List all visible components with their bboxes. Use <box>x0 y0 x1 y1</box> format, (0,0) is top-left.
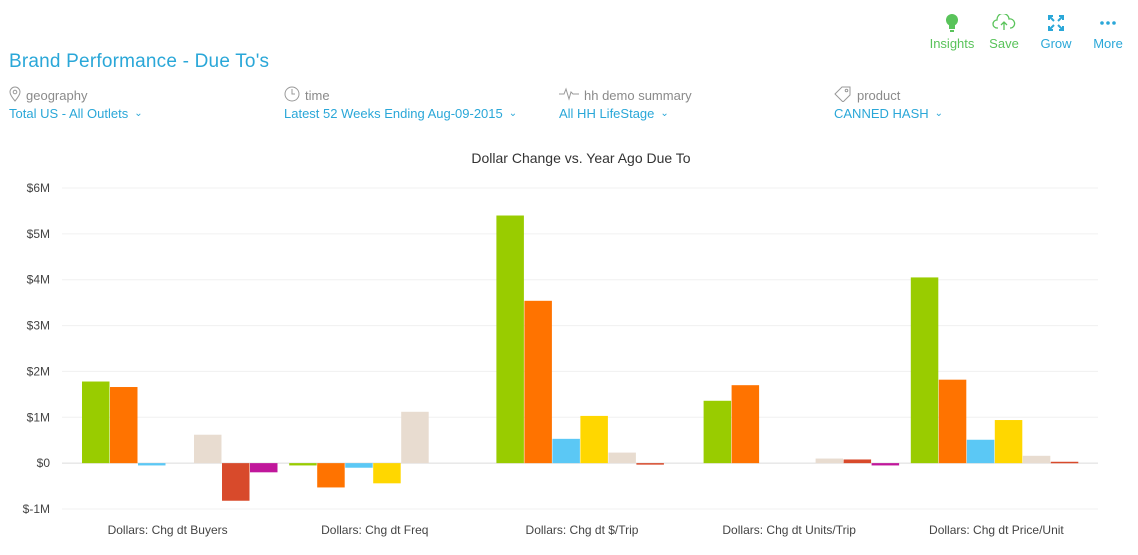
bar[interactable] <box>401 411 429 464</box>
chart-title: Dollar Change vs. Year Ago Due To <box>471 150 690 166</box>
clock-icon <box>284 86 300 105</box>
chevron-down-icon: ⌄ <box>934 108 944 119</box>
bar[interactable] <box>222 463 250 501</box>
product-value: CANNED HASH <box>834 106 929 121</box>
filter-demo: hh demo summary All HH LifeStage ⌄ <box>559 84 692 121</box>
chevron-down-icon: ⌄ <box>134 108 143 119</box>
bar[interactable] <box>703 400 732 464</box>
y-tick-label: $-1M <box>23 502 50 516</box>
filter-geography: geography Total US - All Outlets ⌄ <box>9 84 143 121</box>
y-tick-label: $2M <box>27 364 50 378</box>
x-tick-label: Dollars: Chg dt Freq <box>321 523 428 537</box>
bar[interactable] <box>815 458 844 464</box>
time-dropdown[interactable]: Latest 52 Weeks Ending Aug-09-2015 ⌄ <box>284 106 517 121</box>
bar[interactable] <box>110 387 138 464</box>
bar[interactable] <box>608 452 636 464</box>
bar[interactable] <box>524 300 552 464</box>
more-label: More <box>1093 36 1123 51</box>
bar[interactable] <box>994 420 1023 464</box>
bar[interactable] <box>1050 461 1079 464</box>
x-tick-label: Dollars: Chg dt $/Trip <box>526 523 639 537</box>
save-button[interactable]: Save <box>978 10 1030 51</box>
chevron-down-icon: ⌄ <box>508 108 518 119</box>
time-label: time <box>305 87 330 103</box>
grow-button[interactable]: Grow <box>1030 10 1082 51</box>
location-pin-icon <box>9 86 21 105</box>
more-dots-icon <box>1099 10 1117 36</box>
chevron-down-icon: ⌄ <box>660 108 669 119</box>
time-value: Latest 52 Weeks Ending Aug-09-2015 <box>284 106 503 121</box>
filter-product: product CANNED HASH ⌄ <box>834 84 943 121</box>
geography-label: geography <box>26 87 88 103</box>
bar[interactable] <box>82 381 110 464</box>
bar[interactable] <box>636 463 664 465</box>
geography-dropdown[interactable]: Total US - All Outlets ⌄ <box>9 106 143 121</box>
tag-icon <box>834 86 852 105</box>
toolbar: Insights Save Grow More <box>926 10 1134 51</box>
bar[interactable] <box>552 438 580 464</box>
y-tick-label: $6M <box>27 181 50 195</box>
bar[interactable] <box>138 463 166 466</box>
bar[interactable] <box>938 379 967 464</box>
x-tick-label: Dollars: Chg dt Price/Unit <box>929 523 1064 537</box>
geography-value: Total US - All Outlets <box>9 106 129 121</box>
bar[interactable] <box>317 463 345 488</box>
bar[interactable] <box>250 463 278 473</box>
bar[interactable] <box>910 277 939 464</box>
demo-label: hh demo summary <box>584 87 692 103</box>
bar[interactable] <box>373 463 401 484</box>
y-tick-label: $1M <box>27 410 50 424</box>
pulse-icon <box>559 86 579 104</box>
page-title: Brand Performance - Due To's <box>9 51 270 72</box>
bar-chart: Dollar Change vs. Year Ago Due To $6M $5M… <box>23 150 1098 537</box>
bar[interactable] <box>1022 455 1051 464</box>
insights-label: Insights <box>929 36 975 51</box>
x-tick-label: Dollars: Chg dt Units/Trip <box>722 523 856 537</box>
more-button[interactable]: More <box>1082 10 1134 51</box>
insights-button[interactable]: Insights <box>926 10 978 51</box>
grow-label: Grow <box>1040 36 1072 51</box>
bar[interactable] <box>966 439 995 464</box>
bar[interactable] <box>289 463 317 466</box>
bar[interactable] <box>871 463 900 466</box>
bar[interactable] <box>731 385 760 464</box>
product-label: product <box>857 87 901 103</box>
y-tick-label: $3M <box>27 319 50 333</box>
lightbulb-icon <box>945 10 959 36</box>
bar[interactable] <box>843 459 872 464</box>
bar[interactable] <box>345 463 373 468</box>
demo-dropdown[interactable]: All HH LifeStage ⌄ <box>559 106 692 121</box>
cloud-upload-icon <box>992 10 1016 36</box>
filter-bar: geography Total US - All Outlets ⌄ time … <box>0 84 1138 128</box>
filter-time: time Latest 52 Weeks Ending Aug-09-2015 … <box>284 84 517 121</box>
product-dropdown[interactable]: CANNED HASH ⌄ <box>834 106 943 121</box>
bar[interactable] <box>496 215 524 464</box>
x-tick-label: Dollars: Chg dt Buyers <box>108 523 228 537</box>
y-tick-label: $5M <box>27 227 50 241</box>
y-tick-label: $0 <box>37 456 51 470</box>
demo-value: All HH LifeStage <box>559 106 655 121</box>
bar[interactable] <box>580 415 608 464</box>
bar[interactable] <box>194 434 222 464</box>
y-tick-label: $4M <box>27 273 50 287</box>
expand-icon <box>1048 10 1064 36</box>
save-label: Save <box>989 36 1019 51</box>
